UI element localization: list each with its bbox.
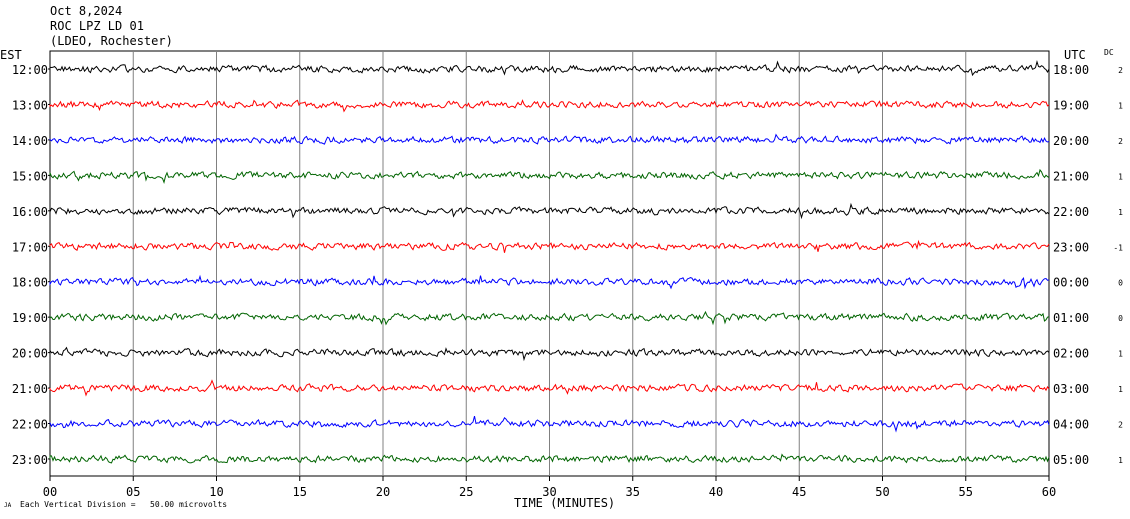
utc-hour-label: 03:00 [1053, 382, 1089, 396]
trace-1900 [49, 310, 1050, 326]
trace-2200 [49, 415, 1050, 433]
utc-hour-label: 01:00 [1053, 311, 1089, 325]
dc-offset-label: -1 [1113, 243, 1123, 252]
est-hour-label: 21:00 [12, 382, 48, 396]
chart-date: Oct 8,2024 [50, 4, 123, 18]
trace-1400 [49, 133, 1050, 145]
dc-offset-label: 0 [1118, 279, 1123, 288]
trace-2000 [49, 346, 1050, 362]
x-tick-label: 50 [875, 485, 889, 499]
utc-axis-title: UTC [1064, 48, 1086, 62]
utc-hour-label: 23:00 [1053, 240, 1089, 254]
x-tick-label: 15 [293, 485, 307, 499]
x-axis-title: TIME (MINUTES) [514, 496, 616, 510]
dc-offset-label: 0 [1118, 314, 1123, 323]
x-tick-label: 30 [542, 485, 556, 499]
utc-hour-label: 02:00 [1053, 347, 1089, 361]
network-name: (LDEO, Rochester) [50, 34, 173, 48]
trace-1700 [49, 239, 1050, 253]
utc-hour-label: 20:00 [1053, 134, 1089, 148]
x-tick-label: 00 [43, 485, 57, 499]
utc-hour-label: 22:00 [1053, 205, 1089, 219]
utc-hour-label: 18:00 [1053, 63, 1089, 77]
est-hour-label: 16:00 [12, 205, 48, 219]
dc-offset-label: 1 [1118, 385, 1123, 394]
trace-1800 [49, 274, 1050, 290]
x-tick-label: 10 [209, 485, 223, 499]
dc-column-title: DC [1104, 48, 1114, 57]
x-tick-label: 20 [376, 485, 390, 499]
utc-hour-label: 19:00 [1053, 98, 1089, 112]
dc-offset-label: 2 [1118, 137, 1123, 146]
utc-hour-label: 00:00 [1053, 276, 1089, 290]
est-axis-title: EST [0, 48, 22, 62]
utc-hour-label: 04:00 [1053, 418, 1089, 432]
est-hour-label: 20:00 [12, 347, 48, 361]
dc-offset-label: 2 [1118, 421, 1123, 430]
dc-offset-label: 2 [1118, 66, 1123, 75]
est-hour-label: 14:00 [12, 134, 48, 148]
trace-2300 [49, 453, 1050, 464]
dc-offset-label: 1 [1118, 172, 1123, 181]
x-tick-label: 25 [459, 485, 473, 499]
est-hour-label: 19:00 [12, 311, 48, 325]
trace-2100 [49, 379, 1050, 397]
dc-offset-label: 1 [1118, 456, 1123, 465]
grid-lines [48, 50, 1050, 481]
utc-hour-label: 21:00 [1053, 169, 1089, 183]
est-hour-label: 18:00 [12, 276, 48, 290]
trace-1200 [49, 59, 1050, 77]
trace-1300 [49, 99, 1050, 113]
x-tick-label: 40 [709, 485, 723, 499]
dc-offset-label: 1 [1118, 350, 1123, 359]
est-hour-label: 22:00 [12, 418, 48, 432]
scale-footnote: Each Vertical Division = 50.00 microvolt… [20, 500, 228, 509]
trace-group [49, 59, 1050, 464]
corner-mark: JA [4, 502, 12, 509]
x-tick-label: 35 [626, 485, 640, 499]
dc-offset-label: 1 [1118, 101, 1123, 110]
trace-1600 [49, 202, 1050, 220]
station-code: ROC LPZ LD 01 [50, 19, 144, 33]
est-hour-label: 13:00 [12, 98, 48, 112]
dc-offset-label: 1 [1118, 208, 1123, 217]
trace-1500 [49, 168, 1050, 184]
est-hour-label: 17:00 [12, 240, 48, 254]
est-hour-label: 15:00 [12, 169, 48, 183]
x-tick-label: 05 [126, 485, 140, 499]
x-tick-label: 60 [1042, 485, 1056, 499]
x-tick-label: 45 [792, 485, 806, 499]
x-tick-label: 55 [959, 485, 973, 499]
est-hour-label: 23:00 [12, 453, 48, 467]
est-hour-label: 12:00 [12, 63, 48, 77]
utc-hour-label: 05:00 [1053, 453, 1089, 467]
